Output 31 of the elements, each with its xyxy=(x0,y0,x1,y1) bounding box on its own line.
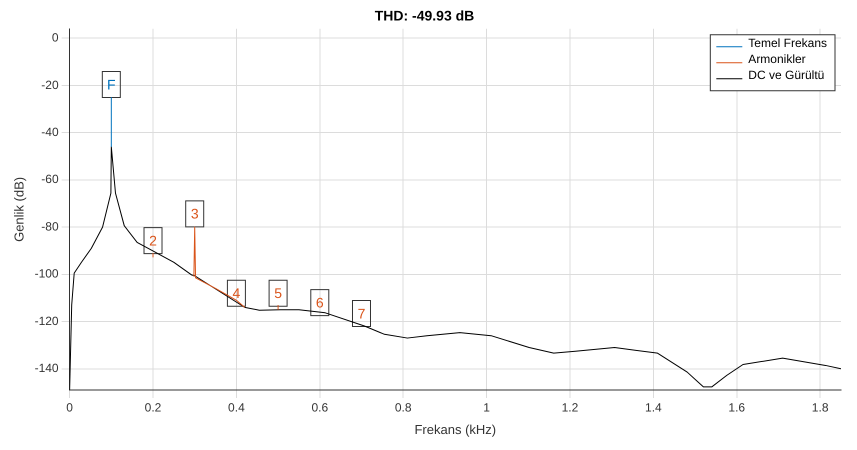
y-axis-title: Genlik (dB) xyxy=(11,176,26,242)
annotation: 3 xyxy=(190,206,199,222)
legend-label: Temel Frekans xyxy=(748,36,828,50)
legend-label: DC ve Gürültü xyxy=(748,68,824,82)
y-tick-label: -80 xyxy=(41,219,59,234)
x-tick-label: 1.2 xyxy=(562,400,579,415)
chart-title: THD: -49.93 dB xyxy=(374,7,474,24)
x-axis-title: Frekans (kHz) xyxy=(414,422,496,437)
y-tick-label: -20 xyxy=(41,78,59,92)
annotation: 4 xyxy=(232,285,241,302)
y-tick-label: -40 xyxy=(41,124,59,139)
annotation: F xyxy=(107,76,116,92)
y-tick-label: 0 xyxy=(52,30,59,45)
y-tick-label: -120 xyxy=(34,314,59,328)
y-tick-label: -100 xyxy=(34,266,59,281)
annotation: 6 xyxy=(316,294,324,311)
annotation: 5 xyxy=(274,285,282,302)
x-tick-label: 0.6 xyxy=(311,400,328,415)
annotation: 2 xyxy=(149,232,158,248)
x-tick-label: 1.8 xyxy=(812,400,829,415)
x-tick-label: 1.6 xyxy=(728,400,746,415)
legend-label: Armonikler xyxy=(748,52,806,66)
x-tick-label: 1.4 xyxy=(645,400,662,415)
x-tick-label: 0.4 xyxy=(228,400,246,415)
x-tick-label: 0.2 xyxy=(144,400,162,415)
x-tick-label: 0 xyxy=(66,400,74,415)
annotation: 7 xyxy=(358,305,366,322)
y-tick-label: -140 xyxy=(34,361,59,376)
y-tick-label: -60 xyxy=(41,172,59,186)
x-tick-label: 0.8 xyxy=(394,400,412,415)
x-tick-label: 1 xyxy=(483,400,490,415)
